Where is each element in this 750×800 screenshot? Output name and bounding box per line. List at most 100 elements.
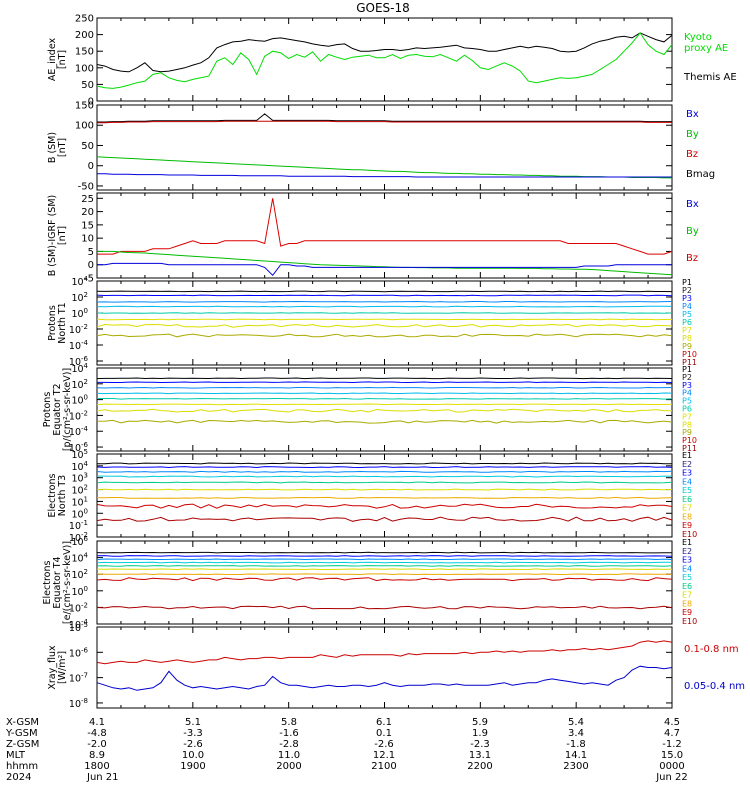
legend-item: P8 xyxy=(682,420,692,429)
legend-item: E7 xyxy=(682,591,692,600)
legend-item: E5 xyxy=(682,486,692,495)
orbit-value: 5.4 xyxy=(568,717,584,728)
legend-item: P7 xyxy=(682,326,692,335)
y-tick-label: 10-8 xyxy=(69,697,88,710)
flux-line xyxy=(97,475,673,478)
y-axis-label: [nT] xyxy=(57,138,68,157)
flux-line xyxy=(97,496,673,499)
panel-frame-7 xyxy=(96,540,673,625)
legend-item: E1 xyxy=(682,538,692,547)
flux-line xyxy=(96,333,673,338)
series-line-by xyxy=(97,250,673,276)
y-tick-label: 100 xyxy=(75,63,94,74)
orbit-row-label: 2024 xyxy=(6,772,31,783)
legend-item: P9 xyxy=(682,428,692,437)
y-tick-label: 10-2 xyxy=(69,323,88,336)
legend-item: Bz xyxy=(686,149,698,160)
flux-line xyxy=(96,466,673,469)
legend-item: By xyxy=(686,129,699,140)
panel-frame-4 xyxy=(96,280,673,366)
legend-item: P10 xyxy=(682,436,697,445)
orbit-value: -2.3 xyxy=(470,739,490,750)
legend-item: Bx xyxy=(686,199,699,210)
legend-item: E7 xyxy=(682,504,692,513)
y-tick-label: 150 xyxy=(75,101,94,112)
orbit-value: -2.6 xyxy=(183,739,203,750)
orbit-value: -2.0 xyxy=(87,739,107,750)
y-tick-label: -5 xyxy=(84,274,94,285)
orbit-value: 2100 xyxy=(371,761,396,772)
legend-item: 0.05-0.4 nm xyxy=(684,681,745,692)
legend-item: P11 xyxy=(682,358,697,367)
y-axis-label: Electrons xyxy=(42,560,53,604)
legend-item: P9 xyxy=(682,342,692,351)
y-tick-label: 10-6 xyxy=(69,646,89,659)
series-line-bx xyxy=(97,173,672,178)
y-axis-label: Protons xyxy=(42,392,53,428)
orbit-value: 14.1 xyxy=(565,750,587,761)
legend-item: P7 xyxy=(682,412,692,421)
y-tick-label: 104 xyxy=(71,552,88,565)
y-tick-label: 0 xyxy=(88,97,94,108)
y-axis-label: B (SM) xyxy=(47,132,58,163)
y-tick-label: 106 xyxy=(71,535,88,548)
orbit-row-label: Z-GSM xyxy=(6,739,39,750)
y-tick-label: 102 xyxy=(71,378,88,391)
orbit-value: 5.1 xyxy=(185,717,201,728)
series-line-xray xyxy=(96,640,673,665)
legend-item: E9 xyxy=(682,608,692,617)
legend-item: By xyxy=(686,226,699,237)
flux-line xyxy=(96,462,672,465)
legend-item: P5 xyxy=(682,310,692,319)
legend-item: E10 xyxy=(682,530,697,539)
legend-item: E2 xyxy=(682,547,692,556)
orbit-value: 1900 xyxy=(180,761,205,772)
orbit-value: 4.7 xyxy=(664,728,680,739)
legend-item: P2 xyxy=(682,286,692,295)
flux-line xyxy=(96,470,673,473)
orbit-value: -3.3 xyxy=(183,728,203,739)
y-axis-label: [p/(cm²-s-sr-keV)] xyxy=(62,368,73,451)
orbit-row-label: X-GSM xyxy=(6,717,39,728)
orbit-value: -4.8 xyxy=(87,728,107,739)
y-axis-label: [nT] xyxy=(57,50,68,69)
y-tick-label: 104 xyxy=(71,362,88,375)
legend-item: P6 xyxy=(682,318,692,327)
legend-item: E4 xyxy=(682,564,692,573)
flux-line xyxy=(96,481,673,484)
y-axis-label: Equator T2 xyxy=(52,383,63,435)
y-tick-label: 50 xyxy=(81,141,94,152)
legend-item: E1 xyxy=(682,451,692,460)
orbit-value: 1800 xyxy=(84,761,109,772)
panel-frame-3 xyxy=(96,192,673,279)
orbit-value: -1.6 xyxy=(279,728,299,739)
orbit-value: 4.5 xyxy=(664,717,680,728)
flux-line xyxy=(96,565,673,567)
flux-line xyxy=(96,558,673,561)
y-axis-label: AE_index xyxy=(47,38,58,82)
orbit-row-label: hhmm xyxy=(6,761,38,772)
series-line-by xyxy=(96,156,672,179)
legend-item: P3 xyxy=(682,381,692,390)
orbit-value: 3.4 xyxy=(568,728,584,739)
y-tick-label: 104 xyxy=(71,275,88,288)
orbit-value: 1.9 xyxy=(472,728,488,739)
orbit-row-label: MLT xyxy=(6,750,26,761)
flux-line xyxy=(96,605,673,610)
legend-item: P8 xyxy=(682,334,692,343)
flux-line xyxy=(96,577,673,582)
y-axis-label: Protons xyxy=(47,305,58,341)
y-axis-label: North T1 xyxy=(57,302,68,343)
legend-item: Kyoto xyxy=(684,32,712,43)
y-tick-label: 20 xyxy=(81,207,94,218)
flux-line xyxy=(96,568,673,571)
legend-item: E3 xyxy=(682,556,692,565)
panel-frame-5 xyxy=(96,367,673,452)
orbit-value: Jun 22 xyxy=(655,772,688,783)
legend-item: P6 xyxy=(682,405,692,414)
flux-line xyxy=(96,294,673,297)
flux-line xyxy=(96,392,673,395)
legend-item: proxy AE xyxy=(684,43,728,54)
flux-line xyxy=(96,516,673,522)
legend-item: P3 xyxy=(682,294,692,303)
